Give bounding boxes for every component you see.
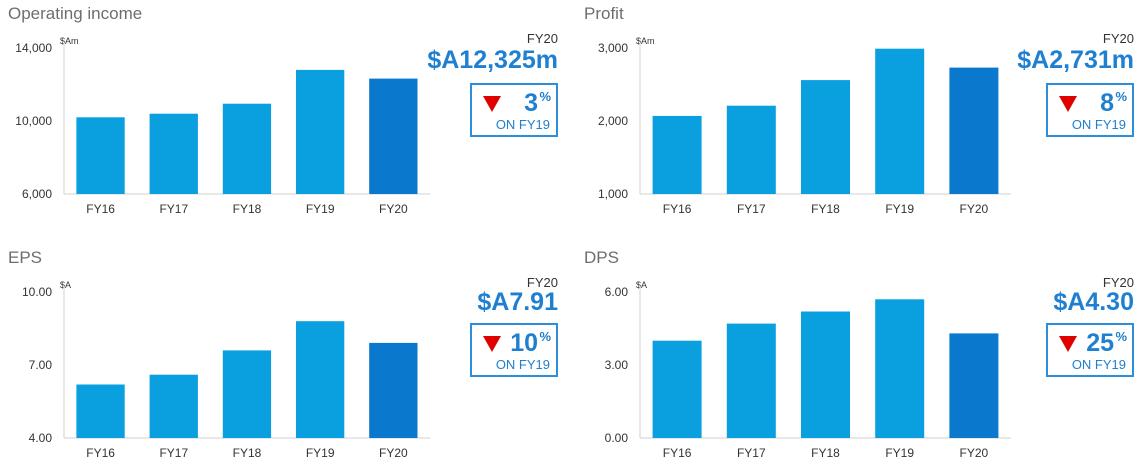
bar <box>149 113 198 194</box>
x-tick-label: FY18 <box>233 202 262 216</box>
x-tick-label: FY18 <box>811 202 840 216</box>
change-value: 25 <box>1086 329 1114 357</box>
x-tick-label: FY20 <box>379 446 408 460</box>
bar <box>949 333 999 438</box>
down-triangle-icon <box>1059 96 1077 112</box>
highlight-period-label: FY20 <box>1102 31 1134 46</box>
unit-label: $Am <box>636 36 655 46</box>
y-tick-label: 3.00 <box>605 358 629 372</box>
bar-chart: $Am 6,000 10,000 14,000 FY16 FY17 FY18 FY19 FY20 <box>15 36 430 216</box>
bar <box>949 67 999 194</box>
y-tick-label: 4.00 <box>29 431 53 445</box>
down-triangle-icon <box>483 336 501 352</box>
bar <box>149 374 198 438</box>
y-tick-label: 2,000 <box>598 114 628 128</box>
x-tick-label: FY20 <box>960 202 989 216</box>
unit-label: $A <box>60 280 71 290</box>
bar <box>222 103 272 194</box>
bar <box>296 69 345 194</box>
bar-chart: $Am 1,000 2,000 3,000 FY16 FY17 FY18 FY19 FY20 <box>598 36 1011 216</box>
percent-sign: % <box>1115 329 1127 344</box>
chart-title: EPS <box>8 248 43 267</box>
bar <box>801 80 850 194</box>
x-tick-label: FY17 <box>159 202 188 216</box>
x-tick-label: FY16 <box>663 202 692 216</box>
change-value: 10 <box>510 329 538 357</box>
x-tick-label: FY16 <box>663 446 692 460</box>
x-tick-label: FY18 <box>233 446 262 460</box>
x-tick-label: FY16 <box>86 446 115 460</box>
x-tick-label: FY19 <box>306 202 335 216</box>
bar <box>76 117 125 194</box>
unit-label: $A <box>636 280 647 290</box>
change-box: 3 % ON FY19 <box>470 83 558 137</box>
highlight-period-label: FY20 <box>526 275 558 290</box>
chart-title: Profit <box>584 4 624 23</box>
x-tick-label: FY18 <box>811 446 840 460</box>
x-tick-label: FY20 <box>960 446 989 460</box>
change-box: 8 % ON FY19 <box>1046 83 1134 137</box>
bar-chart: $A 4.00 7.00 10.00 FY16 FY17 FY18 FY19 FY20 <box>22 280 430 460</box>
chart-title: DPS <box>584 248 619 267</box>
comparison-label: ON FY19 <box>495 357 550 372</box>
headline-value: $A12,325m <box>427 46 558 74</box>
y-tick-label: 3,000 <box>598 41 628 55</box>
bar <box>801 311 850 438</box>
headline-value: $A7.91 <box>477 288 558 316</box>
bar <box>652 340 702 438</box>
headline-value: $A4.30 <box>1053 288 1134 316</box>
bar <box>875 299 925 438</box>
headline-value: $A2,731m <box>1017 46 1134 74</box>
x-tick-label: FY17 <box>159 446 188 460</box>
y-tick-label: 14,000 <box>15 41 52 55</box>
y-tick-label: 10,000 <box>15 114 52 128</box>
percent-sign: % <box>539 89 551 104</box>
y-tick-label: 7.00 <box>29 358 53 372</box>
chart-panel-dps: DPS $A 0.00 3.00 6.00 FY16 FY17 FY18 FY19 FY20 F… <box>584 248 1144 470</box>
change-box: 10 % ON FY19 <box>470 323 558 377</box>
bar <box>726 323 776 438</box>
chart-panel-eps: EPS $A 4.00 7.00 10.00 FY16 FY17 FY18 FY19 FY20 … <box>8 248 568 470</box>
comparison-label: ON FY19 <box>495 117 550 132</box>
comparison-label: ON FY19 <box>1071 117 1126 132</box>
y-tick-label: 6.00 <box>605 285 629 299</box>
bar <box>296 321 345 438</box>
highlight-period-label: FY20 <box>526 31 558 46</box>
chart-title: Operating income <box>8 4 143 23</box>
y-tick-label: 1,000 <box>598 187 628 201</box>
down-triangle-icon <box>1059 336 1077 352</box>
percent-sign: % <box>1115 89 1127 104</box>
x-tick-label: FY19 <box>885 202 914 216</box>
change-box: 25 % ON FY19 <box>1046 323 1134 377</box>
y-tick-label: 6,000 <box>22 187 52 201</box>
bar <box>76 384 125 438</box>
y-tick-label: 0.00 <box>605 431 629 445</box>
x-tick-label: FY20 <box>379 202 408 216</box>
bar <box>222 350 272 438</box>
bar <box>652 115 702 194</box>
highlight-period-label: FY20 <box>1102 275 1134 290</box>
x-tick-label: FY17 <box>737 202 766 216</box>
x-tick-label: FY19 <box>306 446 335 460</box>
change-value: 3 <box>524 89 538 117</box>
bar <box>875 48 925 195</box>
down-triangle-icon <box>483 96 501 112</box>
bar <box>369 342 418 438</box>
y-tick-label: 10.00 <box>22 285 52 299</box>
chart-panel-profit: Profit $Am 1,000 2,000 3,000 FY16 FY17 FY18 FY1… <box>584 4 1144 234</box>
comparison-label: ON FY19 <box>1071 357 1126 372</box>
x-tick-label: FY17 <box>737 446 766 460</box>
bar <box>726 105 776 194</box>
percent-sign: % <box>539 329 551 344</box>
x-tick-label: FY16 <box>86 202 115 216</box>
bar <box>369 78 418 194</box>
bar-chart: $A 0.00 3.00 6.00 FY16 FY17 FY18 FY19 FY20 <box>605 280 1011 460</box>
unit-label: $Am <box>60 36 79 46</box>
x-tick-label: FY19 <box>885 446 914 460</box>
chart-panel-operating-income: Operating income $Am 6,000 10,000 14,000 FY1… <box>8 4 568 234</box>
change-value: 8 <box>1100 89 1114 117</box>
